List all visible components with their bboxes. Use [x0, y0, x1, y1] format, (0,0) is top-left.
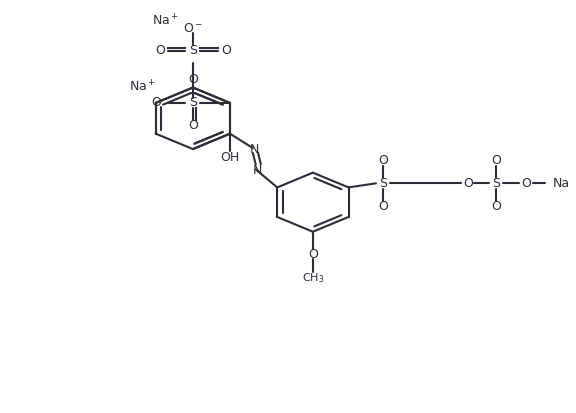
Text: O: O	[378, 154, 388, 167]
Text: O: O	[491, 154, 501, 167]
Text: O: O	[464, 177, 473, 190]
Text: Na: Na	[553, 177, 570, 190]
Text: N: N	[250, 143, 259, 156]
Text: S: S	[189, 96, 197, 109]
Text: O: O	[155, 44, 165, 57]
Text: O: O	[188, 119, 198, 133]
Text: O: O	[308, 248, 318, 261]
Text: O: O	[378, 200, 388, 213]
Text: O: O	[521, 177, 531, 190]
Text: S: S	[189, 44, 197, 57]
Text: O: O	[491, 200, 501, 213]
Text: O: O	[221, 44, 231, 57]
Text: S: S	[379, 177, 387, 190]
Text: O$^-$: O$^-$	[183, 21, 203, 35]
Text: Na$^+$: Na$^+$	[152, 14, 179, 29]
Text: Na$^+$: Na$^+$	[129, 79, 156, 94]
Text: O$^-$: O$^-$	[151, 96, 171, 109]
Text: N: N	[253, 164, 262, 177]
Text: O: O	[188, 74, 198, 86]
Text: S: S	[492, 177, 500, 190]
Text: CH$_3$: CH$_3$	[302, 271, 324, 285]
Text: OH: OH	[221, 151, 240, 164]
